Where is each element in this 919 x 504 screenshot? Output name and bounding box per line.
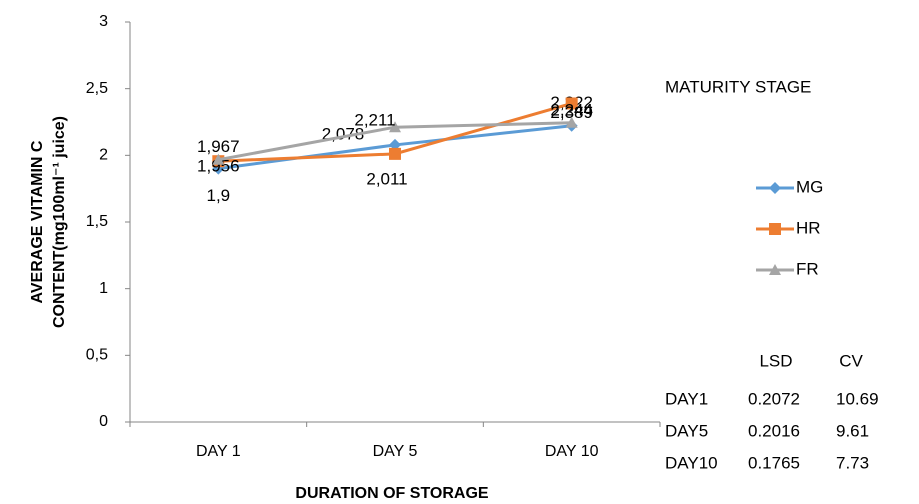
y-axis-label: CONTENT(mg100ml⁻¹ juice) <box>51 116 68 328</box>
marker <box>389 147 401 160</box>
marker <box>769 223 781 235</box>
x-axis-label: DURATION OF STORAGE <box>295 485 489 502</box>
legend-label: HR <box>796 218 821 237</box>
legend-label: FR <box>796 259 819 278</box>
marker <box>565 97 578 110</box>
data-label: 1,956 <box>197 157 240 176</box>
marker <box>769 182 781 194</box>
y-tick-label: 2,5 <box>86 80 108 97</box>
table-header: CV <box>839 351 863 370</box>
marker <box>212 153 225 165</box>
x-tick-label: DAY 5 <box>373 443 418 460</box>
y-tick-label: 3 <box>99 13 108 30</box>
data-label: 1,967 <box>197 137 240 156</box>
data-label: 2,211 <box>354 111 395 130</box>
marker <box>389 121 401 133</box>
legend-label: MG <box>796 177 823 196</box>
y-axis-label: AVERAGE VITAMIN C <box>29 140 46 303</box>
data-label: 2,389 <box>550 103 593 122</box>
table-cell: 7.73 <box>836 453 869 472</box>
marker <box>565 116 578 128</box>
table-cell: 0.2072 <box>748 389 800 408</box>
marker <box>769 264 781 275</box>
legend-title: MATURITY STAGE <box>665 77 811 96</box>
data-label: 2,011 <box>366 169 407 188</box>
y-tick-label: 1 <box>99 280 108 297</box>
y-tick-label: 0,5 <box>86 347 108 364</box>
x-tick-label: DAY 1 <box>196 443 241 460</box>
table-cell: DAY10 <box>665 453 718 472</box>
data-label: 1,9 <box>207 186 231 205</box>
table-cell: 9.61 <box>836 421 869 440</box>
y-tick-label: 0 <box>99 413 108 430</box>
y-tick-label: 1,5 <box>86 213 108 230</box>
table-cell: 10.69 <box>836 389 879 408</box>
x-tick-label: DAY 10 <box>545 443 599 460</box>
table-cell: 0.1765 <box>748 453 800 472</box>
table-cell: 0.2016 <box>748 421 800 440</box>
table-cell: DAY5 <box>665 421 708 440</box>
table-cell: DAY1 <box>665 389 708 408</box>
table-header: LSD <box>759 351 792 370</box>
data-label: 2,244 <box>550 100 593 119</box>
y-tick-label: 2 <box>99 147 108 164</box>
